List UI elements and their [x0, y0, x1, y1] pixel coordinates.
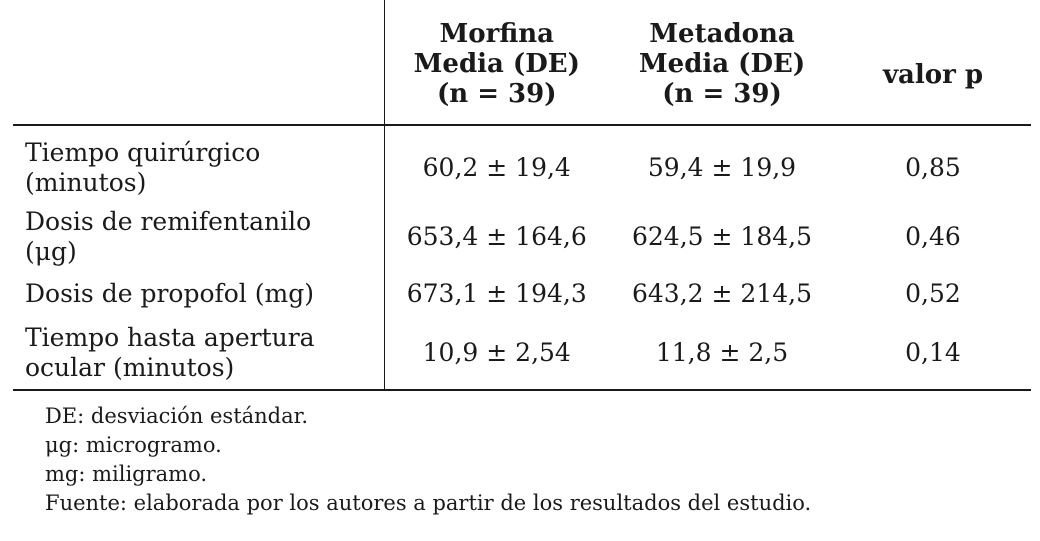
results-table-container: Morfina Media (DE) (n = 39) Metadona Med… [13, 0, 1031, 391]
cell-p-value: 0,52 [905, 279, 961, 308]
header-metadona-line-2: Media (DE) [638, 49, 806, 79]
row-label: Dosis de propofol (mg) [13, 272, 385, 316]
table-row: Tiempo hasta apertura ocular (minutos) 1… [13, 316, 1031, 391]
row-label-line: (minutos) [25, 168, 147, 197]
cell-p-value: 0,14 [835, 316, 1031, 391]
cell-metadona: 11,8 ± 2,5 [609, 316, 835, 391]
row-label-line: Dosis de remifentanilo [25, 207, 312, 236]
table-row: Tiempo quirúrgico (minutos) 60,2 ± 19,4 … [13, 125, 1031, 202]
header-valor-p-label: valor p [882, 60, 984, 90]
table-row: Dosis de propofol (mg) 673,1 ± 194,3 643… [13, 272, 1031, 316]
row-label-line: Tiempo hasta apertura [25, 322, 315, 352]
row-label: Dosis de remifentanilo (μg) [13, 202, 385, 272]
cell-metadona: 59,4 ± 19,9 [647, 153, 797, 182]
cell-morfina: 60,2 ± 19,4 [422, 153, 571, 182]
cell-metadona: 624,5 ± 184,5 [632, 222, 812, 251]
row-label-line: Tiempo quirúrgico [25, 138, 261, 167]
header-valor-p: valor p [835, 0, 1031, 126]
header-metadona: Metadona Media (DE) (n = 39) [609, 0, 835, 126]
row-label: Tiempo hasta apertura ocular (minutos) [13, 316, 385, 391]
cell-morfina: 653,4 ± 164,6 [406, 222, 587, 251]
results-table: Morfina Media (DE) (n = 39) Metadona Med… [13, 0, 1031, 391]
cell-morfina: 673,1 ± 194,3 [406, 279, 587, 308]
cell-metadona: 643,2 ± 214,5 [632, 279, 812, 308]
footnote: DE: desviación estándar. [45, 404, 309, 428]
row-label-line: Dosis de propofol (mg) [25, 279, 314, 308]
row-label: Tiempo quirúrgico (minutos) [13, 125, 385, 202]
header-empty-cell [13, 0, 385, 126]
header-metadona-line-1: Metadona [649, 19, 795, 49]
row-label-line: ocular (minutos) [25, 352, 235, 382]
header-morfina: Morfina Media (DE) (n = 39) [384, 0, 609, 126]
cell-p-value: 0,85 [905, 153, 961, 182]
table-row: Dosis de remifentanilo (μg) 653,4 ± 164,… [13, 202, 1031, 272]
table-footnotes: DE: desviación estándar. μg: microgramo.… [45, 402, 811, 518]
footnote: mg: miligramo. [45, 462, 208, 486]
header-morfina-line-2: Media (DE) [413, 49, 580, 79]
cell-p-value: 0,46 [905, 222, 961, 251]
header-morfina-line-1: Morfina [439, 19, 554, 49]
cell-morfina: 10,9 ± 2,54 [384, 316, 609, 391]
header-metadona-line-3: (n = 39) [662, 79, 782, 109]
header-morfina-line-3: (n = 39) [436, 79, 557, 109]
footnote-source: Fuente: elaborada por los autores a part… [45, 491, 812, 515]
footnote: μg: microgramo. [45, 433, 222, 457]
table-header-row: Morfina Media (DE) (n = 39) Metadona Med… [13, 0, 1031, 126]
row-label-line: (μg) [25, 237, 77, 266]
